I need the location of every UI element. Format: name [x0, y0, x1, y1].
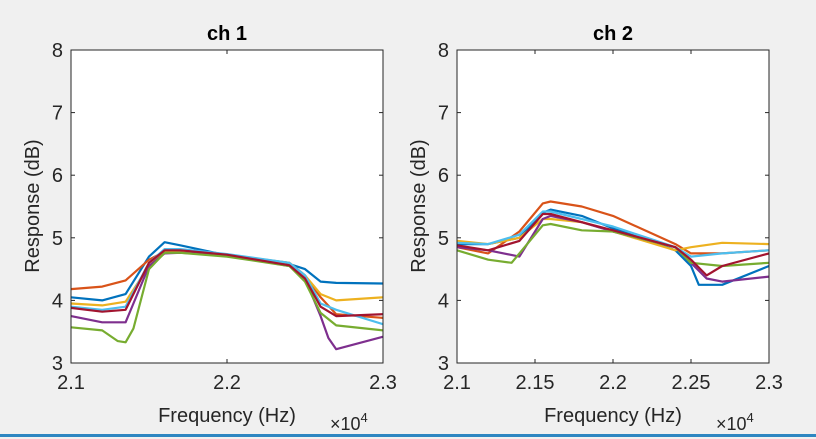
series-layer	[70, 241, 384, 351]
x-tick-label: 2.2	[213, 372, 241, 394]
series-line-6	[456, 210, 770, 258]
y-tick-label: 5	[438, 228, 449, 250]
tick-layer: 2.1 2.15 2.2 2.25 2.3 3 4 5 6 7 8	[438, 40, 783, 394]
x-tick-label: 2.2	[599, 372, 627, 394]
x-exponent-label: ×104	[330, 410, 368, 434]
series-line-1	[70, 241, 384, 302]
y-tick-label: 7	[438, 103, 449, 125]
chart-title: ch 2	[593, 23, 633, 45]
y-tick-label: 6	[52, 165, 63, 187]
series-line-7	[456, 212, 770, 277]
x-tick-label: 2.1	[57, 372, 85, 394]
chart-title: ch 1	[207, 23, 247, 45]
y-axis-label: Response (dB)	[408, 139, 430, 272]
series-line-7	[70, 249, 384, 318]
x-tick-label: 2.25	[672, 372, 711, 394]
x-tick-label: 2.3	[755, 372, 783, 394]
x-axis-label: Frequency (Hz)	[544, 405, 682, 427]
chart-panel-ch1: 2.1 2.2 2.3 3 4 5 6 7 8 ch 1 Frequency (Hz) Resp…	[22, 23, 397, 434]
y-tick-label: 4	[438, 290, 449, 312]
y-tick-label: 5	[52, 228, 63, 250]
y-axis-label: Response (dB)	[22, 139, 44, 272]
x-tick-label: 2.15	[516, 372, 555, 394]
y-tick-label: 3	[52, 353, 63, 375]
x-exponent-label: ×104	[716, 410, 754, 434]
y-tick-label: 4	[52, 290, 63, 312]
series-line-5	[456, 222, 770, 268]
y-tick-label: 3	[438, 353, 449, 375]
window-bottom-rule	[0, 434, 816, 437]
chart-panel-ch2: 2.1 2.15 2.2 2.25 2.3 3 4 5 6 7 8 ch 2 Frequency (…	[408, 23, 783, 434]
y-tick-label: 6	[438, 165, 449, 187]
plot-area	[457, 50, 769, 363]
y-tick-label: 7	[52, 103, 63, 125]
tick-layer: 2.1 2.2 2.3 3 4 5 6 7 8	[52, 40, 397, 394]
y-tick-label: 8	[52, 40, 63, 62]
y-tick-label: 8	[438, 40, 449, 62]
series-line-5	[70, 251, 384, 344]
x-tick-label: 2.1	[443, 372, 471, 394]
x-axis-label: Frequency (Hz)	[158, 405, 296, 427]
series-layer	[456, 200, 770, 286]
x-tick-label: 2.3	[369, 372, 397, 394]
